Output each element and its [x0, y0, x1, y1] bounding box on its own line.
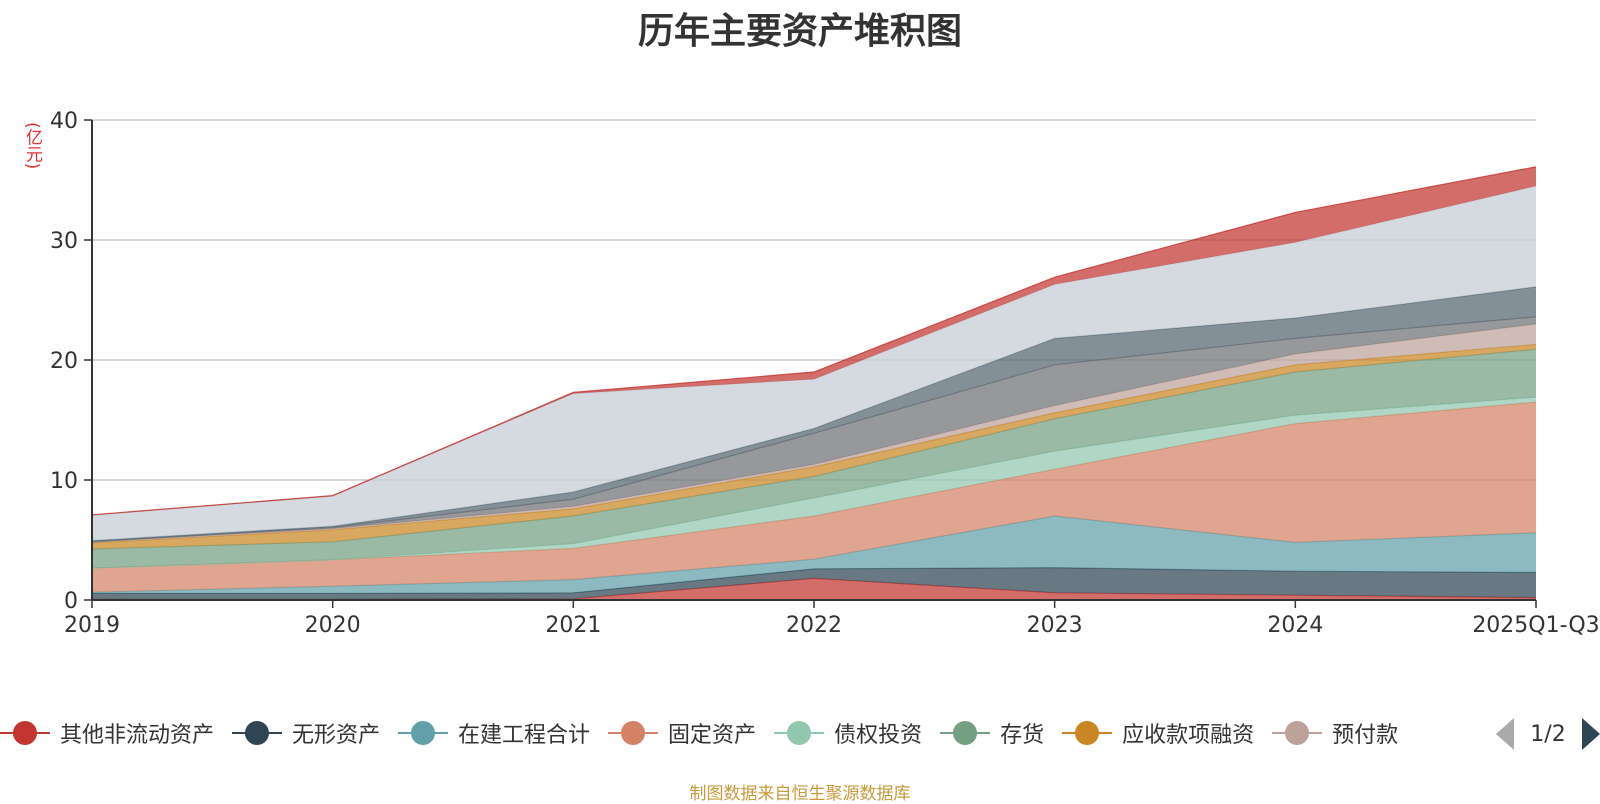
- x-tick-label: 2020: [305, 613, 361, 638]
- legend-label: 无形资产: [292, 723, 381, 748]
- legend-label: 应收款项融资: [1122, 723, 1255, 748]
- y-tick-label: 10: [50, 469, 78, 494]
- chart-title: 历年主要资产堆积图: [637, 11, 962, 52]
- area-series[interactable]: [92, 166, 1536, 516]
- legend-page-indicator: 1/2: [1530, 721, 1566, 747]
- area-series[interactable]: [92, 349, 1536, 569]
- area-series[interactable]: [92, 402, 1536, 593]
- y-tick-label: 0: [64, 589, 78, 614]
- area-series[interactable]: [92, 397, 1536, 569]
- legend-prev-page-icon[interactable]: [1496, 718, 1514, 750]
- area-series[interactable]: [92, 567, 1536, 600]
- legend-marker-icon: [1272, 720, 1323, 746]
- legend-item[interactable]: 应收款项融资: [1062, 717, 1254, 749]
- area-series[interactable]: [92, 186, 1536, 541]
- legend-label: 固定资产: [668, 723, 757, 748]
- y-tick-label: 20: [50, 349, 78, 374]
- y-axis-unit-label: (亿元): [22, 122, 42, 170]
- legend-item[interactable]: 债权投资: [774, 717, 922, 749]
- legend-marker-icon: [774, 720, 825, 746]
- area-series[interactable]: [92, 286, 1536, 542]
- y-tick-label: 30: [50, 229, 78, 254]
- area-series[interactable]: [92, 516, 1536, 594]
- x-tick-label: 2022: [786, 613, 842, 638]
- x-tick-label: 2023: [1027, 613, 1083, 638]
- legend-marker-icon: [608, 720, 659, 746]
- legend-item[interactable]: 其他非流动资产: [0, 717, 214, 749]
- legend-label: 债权投资: [834, 723, 923, 748]
- legend-item[interactable]: 固定资产: [608, 717, 756, 749]
- area-series-edge: [91, 166, 1537, 516]
- data-source-note: 制图数据来自恒生聚源数据库: [689, 784, 911, 804]
- stacked-area-chart: 0 10 20 30 40 2019 2020 2021 2022 2023 2024 2025Q1-…: [50, 109, 1600, 638]
- legend-label: 预付款: [1332, 723, 1399, 748]
- y-tick-label: 40: [50, 109, 78, 134]
- x-tick-label: 2024: [1267, 613, 1323, 638]
- x-tick-label: 2019: [64, 613, 120, 638]
- legend-label: 在建工程合计: [458, 723, 591, 748]
- chart-legend: 其他非流动资产 无形资产 在建工程合计 固定资产 债权投资 存货 应收款项融资 预付款: [0, 713, 1500, 753]
- legend-item[interactable]: 无形资产: [232, 717, 380, 749]
- x-tick-label: 2025Q1-Q3: [1472, 613, 1599, 638]
- legend-item[interactable]: 预付款: [1272, 717, 1398, 749]
- legend-label: 其他非流动资产: [60, 723, 215, 748]
- area-series[interactable]: [92, 316, 1536, 542]
- x-tick-label: 2021: [545, 613, 601, 638]
- legend-next-page-icon[interactable]: [1582, 718, 1600, 750]
- legend-item[interactable]: 在建工程合计: [398, 717, 590, 749]
- legend-marker-icon: [940, 720, 991, 746]
- legend-item[interactable]: 存货: [940, 717, 1044, 749]
- legend-marker-icon: [232, 720, 283, 746]
- area-series[interactable]: [92, 324, 1536, 543]
- legend-pager: 1/2: [1488, 716, 1600, 752]
- legend-marker-icon: [1062, 720, 1113, 746]
- legend-marker-icon: [398, 720, 449, 746]
- legend-marker-icon: [0, 720, 50, 746]
- legend-label: 存货: [1000, 723, 1045, 748]
